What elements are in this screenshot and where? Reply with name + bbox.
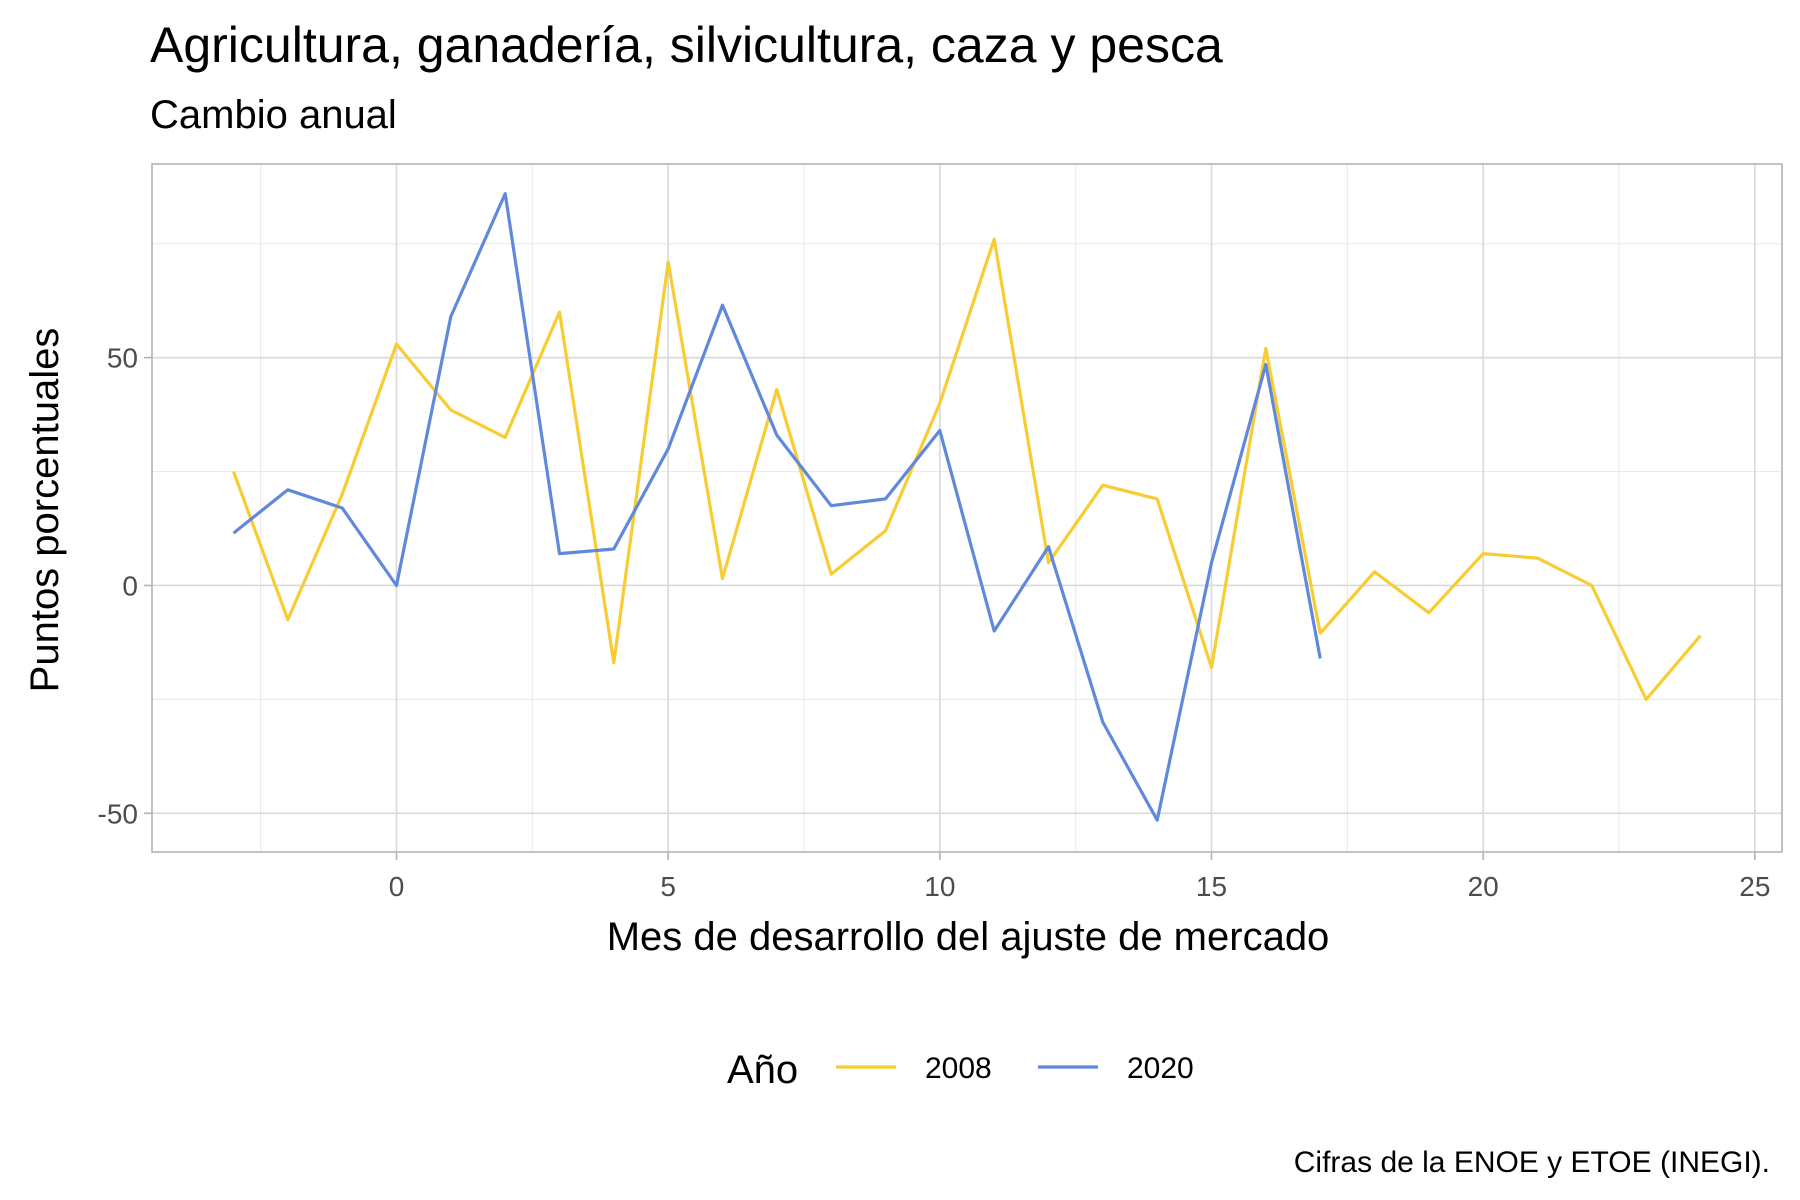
data-point-2020 (1156, 819, 1159, 822)
data-point-2020 (938, 429, 941, 432)
data-point-2020 (1101, 721, 1104, 724)
data-point-2008 (1699, 634, 1702, 637)
data-point-2008 (1156, 497, 1159, 500)
data-point-2008 (1427, 611, 1430, 614)
data-point-2008 (1482, 552, 1485, 555)
data-point-2008 (1373, 570, 1376, 573)
data-point-2008 (612, 661, 615, 664)
data-point-2008 (1264, 347, 1267, 350)
data-point-2008 (667, 260, 670, 263)
data-point-2020 (1319, 657, 1322, 660)
data-point-2008 (1590, 584, 1593, 587)
major-gridlines (152, 164, 1782, 852)
data-point-2008 (341, 493, 344, 496)
data-point-2020 (232, 531, 235, 534)
data-point-2020 (667, 447, 670, 450)
data-point-2020 (558, 552, 561, 555)
chart-caption: Cifras de la ENOE y ETOE (INEGI). (1294, 1146, 1770, 1179)
x-axis-title: Mes de desarrollo del ajuste de mercado (607, 915, 1330, 959)
data-point-2008 (830, 572, 833, 575)
data-point-2020 (830, 504, 833, 507)
y-tick-label: 50 (107, 343, 138, 374)
x-tick-label: 20 (1468, 871, 1499, 902)
data-point-2008 (1536, 557, 1539, 560)
y-tick-label: 0 (122, 570, 138, 601)
data-point-2008 (286, 618, 289, 621)
data-point-2008 (1210, 666, 1213, 669)
data-point-2008 (449, 408, 452, 411)
series-layer (231, 192, 1702, 822)
y-axis-title: Puntos porcentuales (23, 328, 67, 693)
data-point-2008 (1645, 698, 1648, 701)
data-point-2020 (395, 584, 398, 587)
y-axis: 50 0 -50 (98, 343, 152, 829)
data-point-2008 (721, 577, 724, 580)
data-point-2020 (504, 192, 507, 195)
data-point-2008 (232, 470, 235, 473)
legend-title: Año (727, 1048, 798, 1092)
data-point-2008 (775, 388, 778, 391)
chart-subtitle: Cambio anual (150, 93, 397, 137)
data-point-2008 (993, 238, 996, 241)
data-point-2020 (884, 497, 887, 500)
data-point-2020 (286, 488, 289, 491)
data-point-2008 (395, 342, 398, 345)
plot-panel (151, 163, 1783, 853)
data-point-2020 (1210, 561, 1213, 564)
data-point-2008 (558, 310, 561, 313)
data-point-2020 (1047, 545, 1050, 548)
legend-label-2008: 2008 (925, 1052, 992, 1085)
y-tick-label: -50 (98, 798, 138, 829)
data-point-2008 (1101, 484, 1104, 487)
x-tick-label: 0 (389, 871, 405, 902)
data-point-2008 (504, 436, 507, 439)
data-point-2020 (449, 315, 452, 318)
series-line-2008 (231, 237, 1702, 702)
data-point-2008 (884, 529, 887, 532)
x-tick-label: 10 (924, 871, 955, 902)
data-point-2008 (1319, 632, 1322, 635)
data-point-2020 (341, 506, 344, 509)
legend-label-2020: 2020 (1127, 1052, 1194, 1085)
x-tick-label: 25 (1739, 871, 1770, 902)
x-axis: 0 5 10 15 20 25 (389, 852, 1770, 902)
data-point-2008 (938, 402, 941, 405)
data-point-2020 (1264, 363, 1267, 366)
x-tick-label: 15 (1196, 871, 1227, 902)
data-point-2020 (721, 304, 724, 307)
x-tick-label: 5 (660, 871, 676, 902)
data-point-2020 (612, 547, 615, 550)
legend: Año 2008 2020 (727, 1048, 1194, 1092)
chart-title: Agricultura, ganadería, silvicultura, ca… (150, 17, 1223, 73)
data-point-2020 (993, 629, 996, 632)
data-point-2020 (775, 433, 778, 436)
data-point-2008 (1047, 561, 1050, 564)
minor-gridlines (152, 164, 1782, 852)
series-line-2020 (232, 192, 1322, 822)
